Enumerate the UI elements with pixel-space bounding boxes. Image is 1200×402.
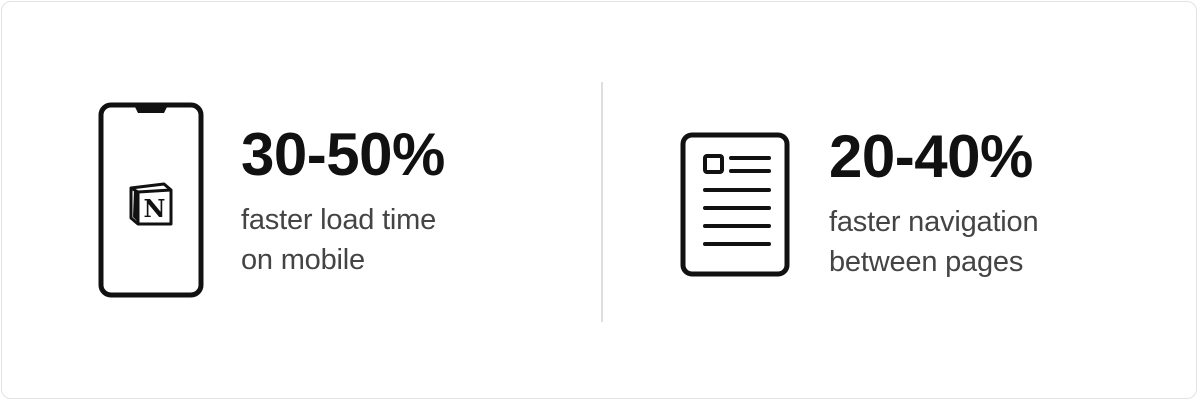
- divider: [601, 82, 603, 322]
- phone-with-notion-logo-icon: N: [98, 102, 204, 298]
- notion-logo-icon: [129, 182, 173, 226]
- notion-logo-letter: N: [144, 194, 166, 223]
- stat-description-line: faster navigation: [829, 206, 1039, 238]
- stat-description-line: faster load time: [241, 204, 437, 236]
- stat-description-line: between pages: [829, 246, 1024, 278]
- stat-value: 20-40%: [829, 123, 1033, 190]
- stat-text: 30-50% faster load time on mobile: [241, 122, 445, 280]
- stat-description: faster navigation between pages: [829, 202, 1039, 282]
- stat-text: 20-40% faster navigation between pages: [829, 123, 1039, 282]
- stat-value: 30-50%: [241, 121, 445, 188]
- stat-description-line: on mobile: [241, 244, 365, 276]
- document-page-icon: [680, 132, 790, 277]
- stat-description: faster load time on mobile: [241, 200, 445, 280]
